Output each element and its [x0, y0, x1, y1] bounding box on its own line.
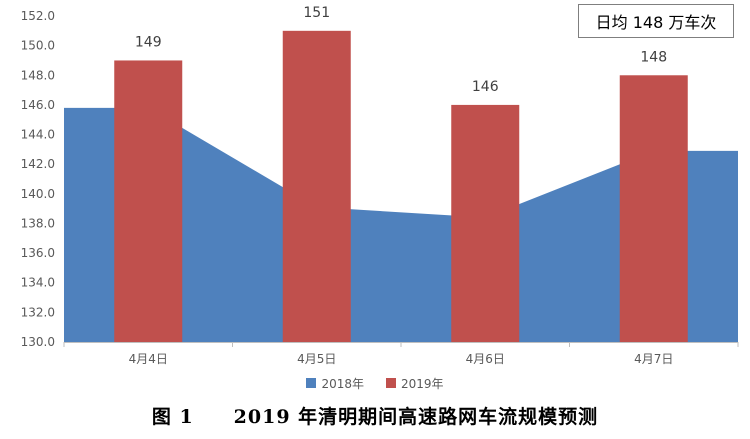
y-tick-label: 132.0	[21, 305, 55, 319]
y-tick-label: 144.0	[21, 128, 55, 142]
legend-item-2019: 2019年	[386, 375, 444, 392]
y-tick-label: 130.0	[21, 335, 55, 349]
x-tick-label: 4月7日	[634, 352, 673, 366]
figure-caption: 图 1 2019 年清明期间高速路网车流规模预测	[151, 406, 599, 428]
x-tick-label: 4月5日	[297, 352, 336, 366]
x-tick-label: 4月6日	[466, 352, 505, 366]
y-tick-label: 140.0	[21, 187, 55, 201]
y-tick-label: 148.0	[21, 68, 55, 82]
y-tick-label: 152.0	[21, 9, 55, 23]
y-tick-label: 134.0	[21, 276, 55, 290]
legend-label-2019: 2019年	[401, 376, 444, 391]
y-tick-label: 150.0	[21, 39, 55, 53]
data-label-2019-2: 151	[303, 5, 330, 21]
average-annotation-text: 日均 148 万车次	[595, 13, 717, 32]
y-tick-label: 146.0	[21, 98, 55, 112]
data-label-2019-4: 148	[640, 49, 667, 65]
x-tick-label: 4月4日	[129, 352, 168, 366]
y-tick-label: 142.0	[21, 157, 55, 171]
bar-2019-3	[451, 104, 520, 342]
bar-2019-1	[114, 60, 183, 343]
area-series-2018	[64, 107, 738, 342]
y-tick-label: 138.0	[21, 216, 55, 230]
legend-label-2018: 2018年	[321, 376, 364, 391]
bar-2019-2	[282, 30, 351, 343]
bar-2019-4	[619, 75, 688, 342]
legend-swatch-2019	[386, 378, 396, 388]
data-label-2019-3: 146	[472, 79, 499, 95]
legend-item-2018: 2018年	[306, 375, 364, 392]
legend-swatch-2018	[306, 378, 317, 388]
average-annotation-box: 日均 148 万车次	[578, 4, 734, 38]
y-tick-label: 136.0	[21, 246, 55, 260]
data-label-2019-1: 149	[135, 34, 162, 50]
chart-legend: 2018年 2019年	[0, 374, 750, 392]
chart-plot-area: 130.0 132.0 134.0 136.0 138.0 140.0 142.0 144.0…	[21, 5, 739, 366]
